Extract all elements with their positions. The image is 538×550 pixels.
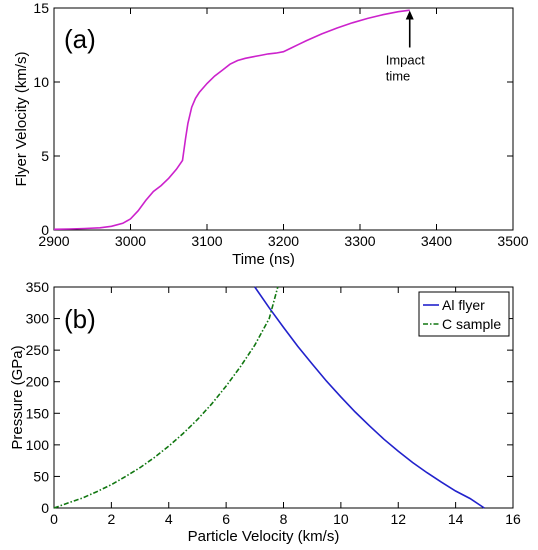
legend-entry: C sample bbox=[442, 316, 501, 332]
series-line-b-0 bbox=[254, 286, 485, 509]
x-tick-label-a: 2900 bbox=[38, 233, 69, 249]
x-axis-title-a: Time (ns) bbox=[232, 251, 295, 268]
x-tick-label-a: 3300 bbox=[344, 233, 375, 249]
plot-frame-a bbox=[53, 7, 514, 231]
legend-entry: Al flyer bbox=[442, 297, 485, 313]
y-axis-title-b: Pressure (GPa) bbox=[9, 345, 26, 449]
y-tick-label-b: 300 bbox=[26, 311, 50, 327]
legend: Al flyer C sample bbox=[418, 291, 510, 337]
plot-area-a: 2900 3000 3100 3200 3300 3400 3500 0 5 10 15 Impact… bbox=[33, 0, 528, 249]
x-tick-label-b: 12 bbox=[390, 511, 406, 527]
y-tick-label-b: 100 bbox=[26, 437, 50, 453]
y-axis-title-a: Flyer Velocity (km/s) bbox=[13, 51, 30, 186]
x-tick-label-b: 16 bbox=[505, 511, 521, 527]
x-axis-title-b: Particle Velocity (km/s) bbox=[188, 528, 340, 545]
annotation-text: Impact bbox=[386, 52, 425, 67]
x-tick-label-a: 3000 bbox=[115, 233, 146, 249]
y-tick-label-a: 0 bbox=[41, 222, 49, 238]
y-tick-label-b: 150 bbox=[26, 405, 50, 421]
annotation-text: time bbox=[386, 68, 411, 83]
panel-label-b: (b) bbox=[64, 304, 96, 334]
x-tick-label-a: 3100 bbox=[191, 233, 222, 249]
y-tick-label-b: 0 bbox=[41, 500, 49, 516]
legend-box bbox=[418, 291, 510, 337]
y-tick-label-a: 5 bbox=[41, 148, 49, 164]
x-tick-label-b: 0 bbox=[50, 511, 58, 527]
x-tick-label-b: 4 bbox=[165, 511, 173, 527]
panel-label-a: (a) bbox=[64, 24, 96, 54]
plot-area-b: 0 2 4 6 8 10 12 14 16 0 50 100 150 200 250 300 350 bbox=[26, 279, 521, 527]
y-tick-label-b: 350 bbox=[26, 279, 50, 295]
y-tick-label-a: 10 bbox=[33, 74, 49, 90]
x-tick-label-b: 6 bbox=[222, 511, 230, 527]
annotation-arrowhead bbox=[405, 10, 414, 20]
x-tick-label-a: 3200 bbox=[268, 233, 299, 249]
y-tick-label-a: 15 bbox=[33, 0, 49, 16]
x-tick-label-b: 2 bbox=[107, 511, 115, 527]
y-tick-label-b: 200 bbox=[26, 374, 50, 390]
panel-a: 2900 3000 3100 3200 3300 3400 3500 0 5 10 15 Impact… bbox=[13, 0, 529, 268]
x-tick-label-b: 10 bbox=[333, 511, 349, 527]
x-tick-label-a: 3500 bbox=[497, 233, 528, 249]
series-line-a-0 bbox=[53, 9, 410, 231]
x-tick-label-b: 14 bbox=[448, 511, 464, 527]
x-tick-label-a: 3400 bbox=[421, 233, 452, 249]
panel-b: 0 2 4 6 8 10 12 14 16 0 50 100 150 200 250 300 350 (b) P… bbox=[9, 279, 521, 545]
y-tick-label-b: 50 bbox=[33, 468, 49, 484]
y-tick-label-b: 250 bbox=[26, 342, 50, 358]
x-tick-label-b: 8 bbox=[280, 511, 288, 527]
